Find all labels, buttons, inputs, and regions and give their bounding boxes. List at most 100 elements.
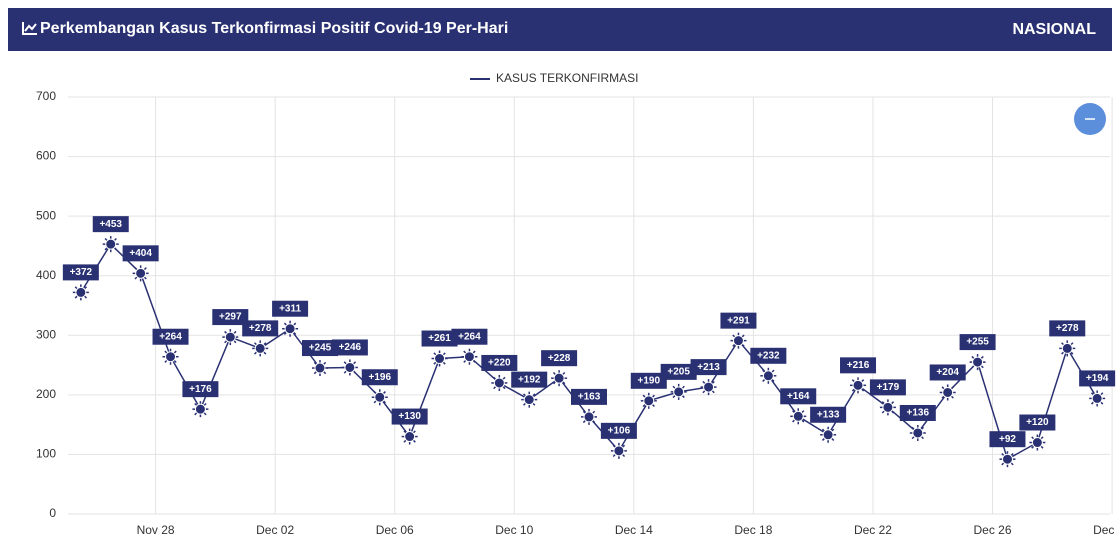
chart-icon — [22, 22, 37, 35]
label-box — [541, 350, 578, 367]
label-box — [780, 388, 817, 405]
virus-body — [882, 401, 894, 413]
virus-body — [493, 377, 505, 389]
virus-marker — [670, 383, 687, 400]
data-label: +245 — [309, 343, 332, 354]
label-box — [929, 364, 966, 381]
label-box — [391, 408, 428, 425]
virus-body — [224, 331, 236, 343]
virus-body — [75, 286, 87, 298]
label-box — [212, 309, 249, 326]
virus-marker — [132, 265, 149, 282]
x-tick-label: Dec 02 — [256, 523, 294, 537]
data-label: +264 — [159, 331, 182, 342]
label-box — [331, 339, 368, 356]
virus-body — [105, 238, 117, 250]
y-tick-label: 700 — [36, 89, 56, 103]
data-label: +205 — [667, 367, 690, 378]
virus-marker — [640, 392, 657, 409]
header: Perkembangan Kasus Terkonfirmasi Positif… — [8, 8, 1112, 51]
label-box — [421, 330, 458, 347]
data-label: +204 — [936, 367, 959, 378]
y-tick-label: 0 — [49, 506, 56, 520]
virus-body — [852, 379, 864, 391]
data-label: +216 — [847, 360, 870, 371]
label-box — [600, 422, 637, 439]
data-label: +453 — [99, 219, 122, 230]
data-label: +133 — [817, 409, 840, 420]
label-box — [272, 300, 309, 317]
data-label: +130 — [398, 411, 421, 422]
virus-marker — [341, 359, 358, 376]
x-tick-label: Dec 14 — [615, 523, 653, 537]
label-box — [92, 216, 129, 233]
data-label: +264 — [458, 331, 481, 342]
label-box — [62, 264, 99, 281]
label-box — [899, 404, 936, 421]
label-box — [481, 354, 518, 371]
x-tick-label: Dec 26 — [974, 523, 1012, 537]
data-label: +164 — [787, 391, 810, 402]
virus-marker — [730, 332, 747, 349]
data-label: +278 — [249, 323, 272, 334]
virus-marker — [222, 329, 239, 346]
virus-marker — [610, 442, 627, 459]
x-tick-label: Dec 30 — [1093, 523, 1117, 537]
virus-body — [912, 427, 924, 439]
data-label: +311 — [279, 303, 301, 314]
data-label: +163 — [578, 392, 601, 403]
data-label: +297 — [219, 312, 242, 323]
virus-marker — [820, 426, 837, 443]
virus-marker — [879, 399, 896, 416]
virus-body — [762, 370, 774, 382]
label-box — [690, 359, 727, 376]
y-tick-label: 500 — [36, 208, 56, 222]
label-box — [989, 431, 1026, 448]
virus-body — [314, 362, 326, 374]
label-box — [1049, 320, 1086, 337]
virus-marker — [102, 236, 119, 253]
x-tick-label: Dec 06 — [376, 523, 414, 537]
label-box — [1019, 414, 1056, 431]
label-box — [182, 381, 219, 398]
virus-body — [135, 267, 147, 279]
virus-marker — [790, 408, 807, 425]
y-tick-label: 100 — [36, 447, 56, 461]
virus-marker — [999, 451, 1016, 468]
virus-marker — [1089, 390, 1106, 407]
data-label: +232 — [757, 350, 780, 361]
virus-marker — [760, 367, 777, 384]
label-box — [511, 371, 548, 388]
virus-body — [194, 403, 206, 415]
data-label: +228 — [548, 353, 571, 364]
virus-body — [822, 429, 834, 441]
virus-body — [792, 410, 804, 422]
virus-marker — [551, 370, 568, 387]
y-tick-label: 300 — [36, 327, 56, 341]
legend-label: KASUS TERKONFIRMASI — [496, 71, 638, 85]
virus-body — [254, 342, 266, 354]
virus-body — [673, 386, 685, 398]
virus-body — [1061, 342, 1073, 354]
header-title: Perkembangan Kasus Terkonfirmasi Positif… — [40, 20, 509, 37]
virus-body — [613, 445, 625, 457]
virus-marker — [282, 320, 299, 337]
virus-body — [703, 381, 715, 393]
virus-body — [972, 356, 984, 368]
virus-body — [284, 323, 296, 335]
virus-body — [374, 391, 386, 403]
y-tick-label: 400 — [36, 268, 56, 282]
virus-marker — [850, 377, 867, 394]
virus-marker — [909, 424, 926, 441]
data-label: +106 — [608, 425, 631, 436]
data-label: +92 — [999, 434, 1016, 445]
label-box — [869, 379, 906, 396]
virus-body — [1091, 392, 1103, 404]
virus-marker — [491, 374, 508, 391]
virus-body — [1031, 437, 1043, 449]
label-box — [750, 347, 787, 364]
label-box — [242, 320, 279, 337]
label-box — [122, 245, 159, 262]
virus-marker — [969, 354, 986, 371]
